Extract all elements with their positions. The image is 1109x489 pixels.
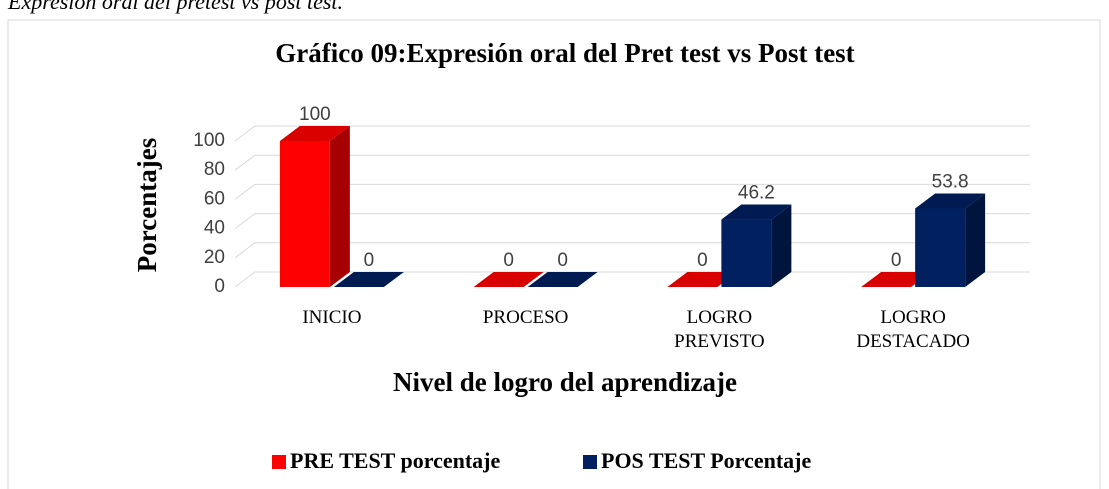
bar-top [861, 272, 932, 287]
data-label: 46.2 [738, 183, 775, 204]
x-tick-label: LOGRO PREVISTO [674, 307, 765, 352]
bar-top [667, 272, 738, 287]
data-label: 0 [503, 250, 514, 271]
x-tick-label: PROCESO [482, 307, 569, 328]
legend-label: POS TEST Porcentaje [601, 448, 811, 473]
bar-side [965, 193, 986, 287]
y-tick-label: 0 [214, 276, 225, 297]
data-label: 0 [364, 250, 375, 271]
bar-front [279, 141, 330, 287]
y-tick-label: 100 [193, 130, 225, 151]
grid-line [234, 183, 1030, 200]
y-tick-label: 40 [204, 218, 225, 239]
data-label: 53.8 [932, 171, 969, 192]
y-tick-label: 60 [204, 188, 225, 209]
bar-top [333, 272, 404, 287]
x-tick-label: INICIO [302, 307, 362, 328]
legend-swatch [583, 455, 597, 469]
data-label: 0 [557, 250, 568, 271]
bar-front [721, 219, 772, 287]
bar-top [721, 204, 792, 220]
grid-line [234, 125, 1030, 142]
grid-line [234, 154, 1030, 171]
bar-top [473, 272, 544, 287]
x-axis-title: Nivel de logro del aprendizaje [393, 367, 737, 397]
y-axis-title: Porcentajes [132, 138, 162, 272]
bar-side [329, 126, 350, 287]
data-label: 0 [697, 250, 708, 271]
bar-top [527, 272, 598, 287]
legend-label: PRE TEST porcentaje [290, 448, 500, 473]
bar-top [915, 193, 986, 209]
data-label: 0 [891, 250, 902, 271]
bar-front [915, 208, 966, 287]
bar-top [279, 126, 350, 141]
bar-side [771, 204, 792, 287]
legend-swatch [272, 455, 286, 469]
chart-title: Gráfico 09:Expresión oral del Pret test … [275, 38, 854, 68]
caption: Expresión oral del pretest vs post test. [7, 0, 343, 14]
y-tick-label: 20 [204, 247, 225, 268]
x-tick-label: LOGRO DESTACADO [856, 307, 970, 352]
data-label: 100 [299, 104, 331, 125]
y-tick-label: 80 [204, 159, 225, 180]
